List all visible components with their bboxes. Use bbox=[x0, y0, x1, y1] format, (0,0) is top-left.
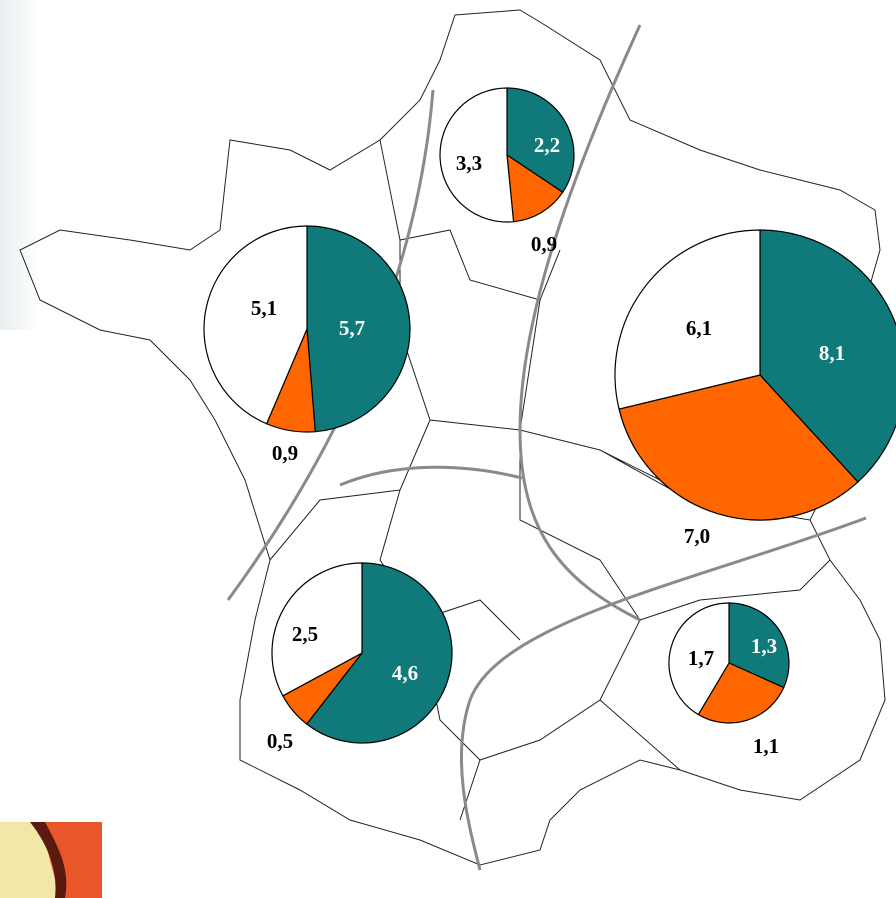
corner-image bbox=[0, 822, 102, 898]
data-label: 6,1 bbox=[686, 316, 712, 340]
data-label: 1,1 bbox=[753, 734, 779, 758]
data-label: 3,3 bbox=[456, 151, 482, 175]
data-label: 1,3 bbox=[751, 634, 777, 658]
zone-line bbox=[461, 518, 866, 870]
pie-charts: 2,2 0,9 3,3 5,7 0,9 5,1 8,1 7,0 6,1 4,6 0,5 2,5 1,3 1… bbox=[204, 88, 896, 758]
data-label: 0,9 bbox=[531, 232, 557, 256]
data-label: 1,7 bbox=[688, 646, 714, 670]
data-label: 2,2 bbox=[534, 133, 560, 157]
data-label: 4,6 bbox=[392, 661, 418, 685]
data-label: 5,7 bbox=[339, 316, 365, 340]
data-label: 2,5 bbox=[292, 622, 318, 646]
data-label: 0,9 bbox=[272, 441, 298, 465]
data-label: 7,0 bbox=[684, 524, 710, 548]
data-label: 8,1 bbox=[819, 341, 845, 365]
data-label: 5,1 bbox=[251, 296, 277, 320]
background-texture bbox=[0, 0, 40, 330]
zone-line bbox=[340, 467, 522, 485]
data-label: 0,5 bbox=[267, 729, 293, 753]
map: 2,2 0,9 3,3 5,7 0,9 5,1 8,1 7,0 6,1 4,6 0,5 2,5 1,3 1… bbox=[0, 0, 896, 898]
